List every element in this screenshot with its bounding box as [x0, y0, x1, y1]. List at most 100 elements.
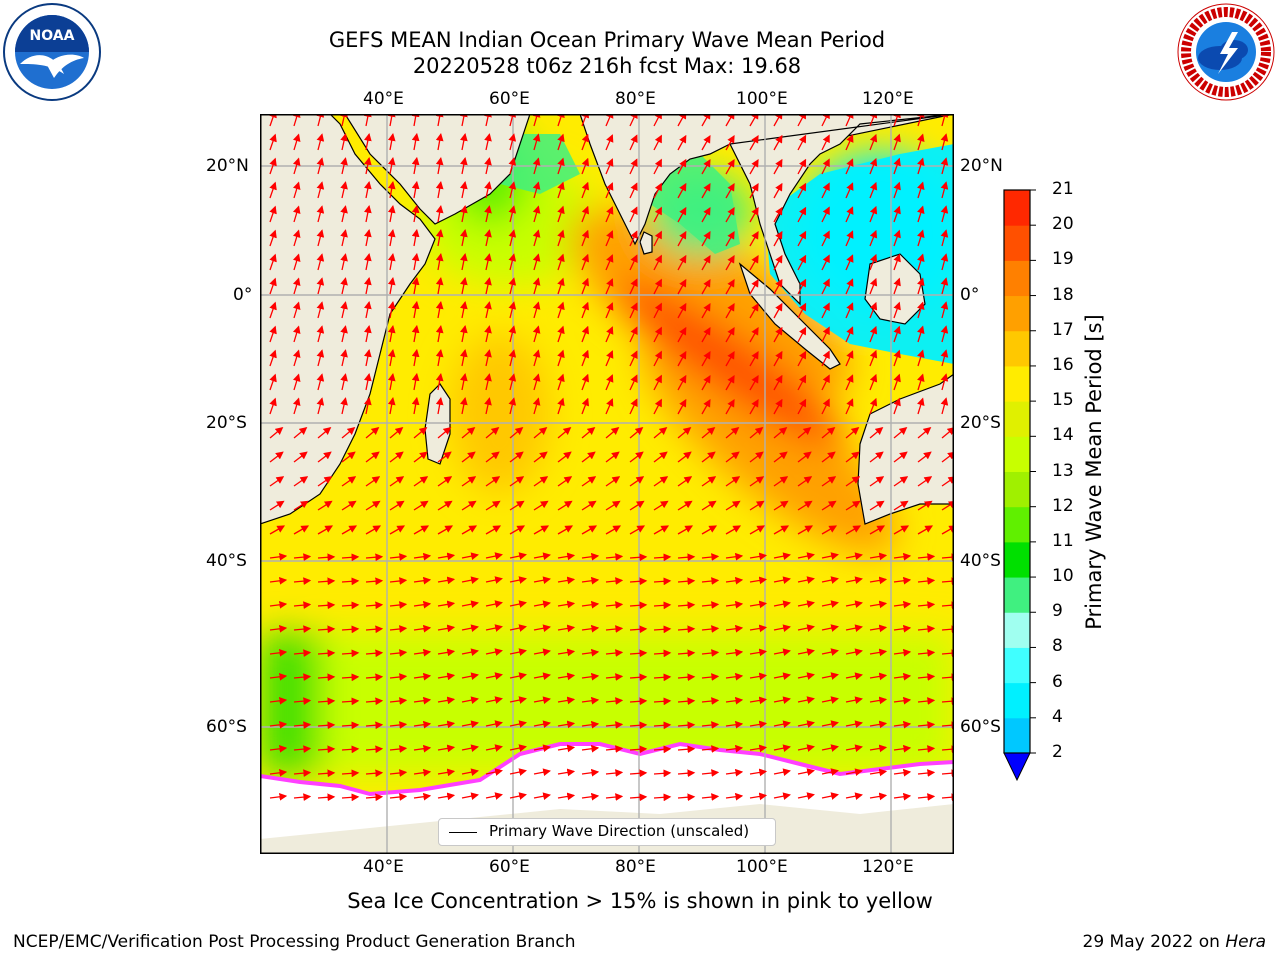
wave-arrow	[605, 426, 620, 439]
wave-arrow	[701, 426, 716, 439]
wave-arrow	[893, 229, 901, 247]
wave-arrow	[341, 553, 360, 562]
wave-arrow	[917, 577, 936, 585]
wave-arrow	[581, 301, 590, 319]
wave-arrow	[435, 133, 444, 151]
wave-arrow	[653, 476, 669, 487]
wave-arrow	[845, 648, 863, 656]
wave-arrow	[605, 769, 624, 777]
wave-arrow	[411, 252, 420, 271]
wave-arrow	[340, 373, 348, 391]
wave-arrow	[341, 525, 358, 535]
wave-arrow	[460, 205, 468, 223]
sea-ice	[260, 744, 954, 839]
wave-arrow	[605, 553, 624, 561]
wave-arrow	[508, 205, 517, 223]
wave-arrow	[821, 230, 830, 247]
wave-arrow	[893, 648, 912, 657]
wave-arrow	[508, 277, 517, 295]
wave-arrow	[293, 697, 312, 705]
wave-arrow	[292, 133, 301, 151]
wave-arrow	[581, 277, 590, 295]
wave-arrow	[509, 744, 527, 752]
wave-arrow	[725, 426, 740, 439]
wave-arrow	[387, 325, 396, 343]
wave-arrow	[581, 792, 600, 801]
wave-arrow	[485, 576, 503, 584]
wave-arrow	[917, 625, 936, 633]
wave-arrow	[845, 114, 854, 127]
wave-arrow	[845, 576, 863, 584]
chart-subtitle: 20220528 t06z 216h fcst Max: 19.68	[412, 54, 802, 78]
wave-arrow	[460, 397, 468, 415]
wave-arrow	[869, 624, 888, 633]
wave-arrow	[940, 325, 949, 343]
wave-arrow	[293, 721, 312, 729]
wave-arrow	[653, 254, 662, 271]
wave-arrow	[605, 230, 614, 247]
lat-label-20s-left: 20°S	[206, 413, 247, 433]
wave-arrow	[701, 721, 720, 729]
wave-arrow	[484, 157, 492, 175]
wave-arrow	[340, 397, 348, 415]
wave-arrow	[797, 182, 807, 199]
wave-arrow	[387, 301, 396, 319]
wave-arrow	[605, 206, 614, 223]
wave-arrow	[389, 476, 405, 487]
wave-arrow	[725, 158, 735, 175]
wave-arrow	[413, 552, 432, 561]
wave-arrow	[532, 253, 541, 271]
wave-arrow	[701, 326, 711, 343]
wave-arrow	[893, 576, 912, 585]
lon-label-100e-bottom: 100°E	[736, 857, 788, 877]
wave-arrow	[677, 398, 687, 415]
wave-arrow	[845, 720, 863, 728]
wave-arrow	[461, 696, 479, 704]
wave-arrow	[293, 525, 310, 535]
wave-arrow	[677, 500, 693, 511]
wave-arrow	[869, 792, 888, 801]
wave-arrow	[269, 397, 277, 415]
wave-arrow	[364, 253, 372, 271]
wave-arrow	[557, 205, 565, 223]
wave-arrow	[677, 697, 696, 706]
colorbar-cell	[1004, 260, 1030, 297]
wave-arrow	[460, 301, 468, 319]
wave-arrow	[677, 326, 687, 343]
wave-arrow	[341, 500, 357, 511]
wave-arrow	[749, 206, 759, 223]
wave-arrow	[940, 277, 949, 295]
wave-arrow	[293, 476, 309, 487]
wave-arrow	[509, 696, 527, 704]
wave-arrow	[509, 600, 527, 608]
wave-arrow	[629, 625, 648, 634]
wave-arrow	[533, 744, 551, 753]
wave-arrow	[533, 624, 551, 633]
wave-arrow	[917, 277, 925, 295]
wave-arrow	[269, 672, 288, 681]
wave-arrow	[340, 157, 348, 175]
wave-arrow	[749, 254, 759, 271]
wave-arrow	[340, 205, 348, 223]
wave-arrow	[581, 552, 600, 561]
wave-arrow	[484, 205, 492, 223]
wave-arrow	[485, 672, 503, 680]
colorbar-cell	[1004, 471, 1030, 508]
wave-arrow	[653, 426, 668, 439]
wave-arrow	[435, 181, 444, 199]
wave-arrow	[773, 278, 783, 295]
wave-arrow	[317, 721, 336, 730]
wave-arrow	[461, 744, 479, 752]
wave-arrow	[653, 374, 662, 391]
wave-arrow	[437, 672, 456, 681]
wave-arrow	[677, 278, 687, 295]
wave-arrow	[725, 672, 744, 681]
wave-arrow	[437, 476, 453, 487]
wave-arrow	[893, 720, 912, 729]
wave-arrow	[917, 673, 936, 681]
wave-arrow	[869, 552, 888, 561]
wave-arrow	[701, 577, 720, 585]
wave-arrow	[484, 133, 492, 151]
wave-arrow	[413, 744, 432, 753]
wave-arrow	[292, 229, 301, 247]
